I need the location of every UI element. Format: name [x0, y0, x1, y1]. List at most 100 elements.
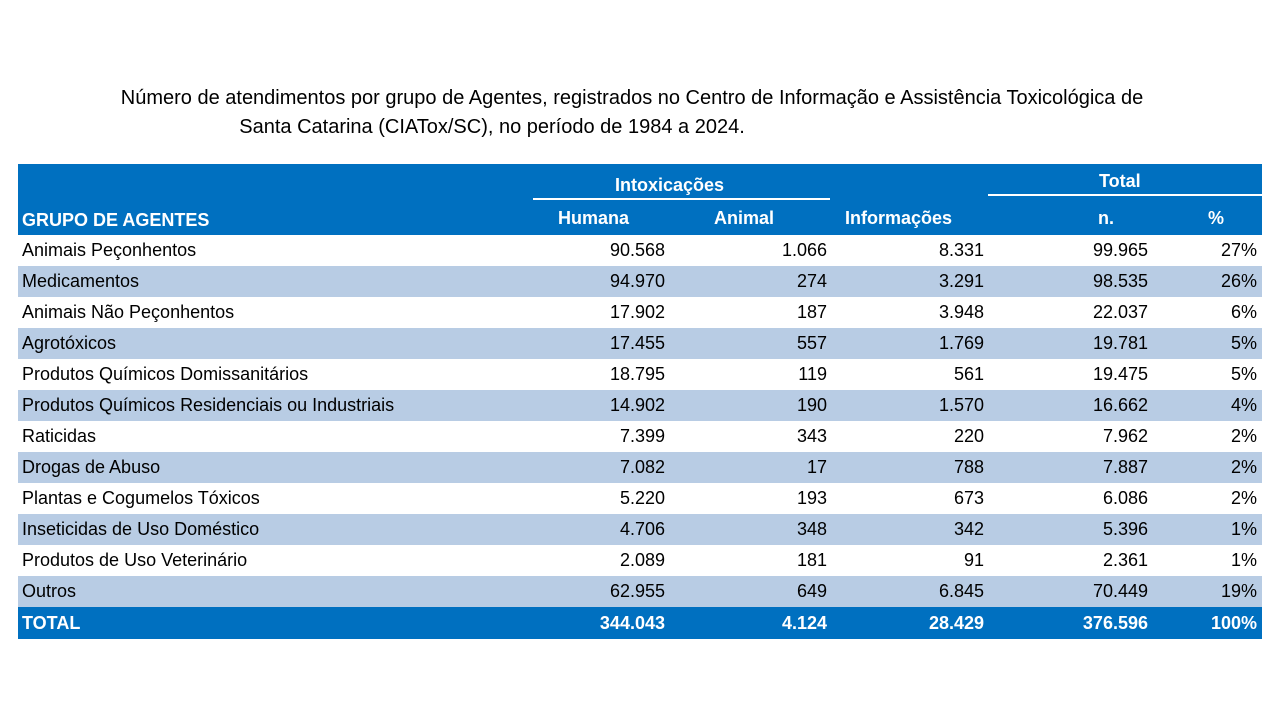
table-row: Animais Peçonhentos 90.568 1.066 8.331 99.96…	[18, 235, 1262, 266]
table-row: Raticidas 7.399 343 220 7.962 2%	[18, 421, 1262, 452]
cell-total-pct: 2%	[1230, 457, 1257, 477]
header-animal: Animal	[714, 208, 775, 228]
cell-total-n: 98.535	[1092, 271, 1148, 291]
cell-total-n: 16.662	[1092, 395, 1148, 415]
title-line-2: Santa Catarina (CIATox/SC), no período d…	[239, 116, 745, 138]
cell-animal: 190	[796, 395, 827, 415]
cell-agent: Animais Peçonhentos	[22, 240, 197, 260]
table-row: Medicamentos 94.970 274 3.291 98.535 26%	[18, 266, 1262, 297]
intox-underline	[533, 198, 830, 200]
header-intoxicacoes: Intoxicações	[615, 175, 725, 195]
cell-total-pct: 4%	[1230, 395, 1257, 415]
cell-total-n: 19.475	[1092, 364, 1148, 384]
cell-agent: TOTAL	[22, 613, 81, 633]
cell-agent: Drogas de Abuso	[22, 457, 161, 477]
cell-total-pct: 19%	[1220, 581, 1257, 601]
cell-agent: Produtos Químicos Domissanitários	[22, 364, 309, 384]
cell-humana: 90.568	[609, 240, 665, 260]
cell-total-pct: 26%	[1220, 271, 1257, 291]
table-row: Outros 62.955 649 6.845 70.449 19%	[18, 576, 1262, 607]
cell-humana: 62.955	[609, 581, 665, 601]
cell-animal: 119	[798, 364, 827, 384]
table-row: Drogas de Abuso 7.082 17 788 7.887 2%	[18, 452, 1262, 483]
cell-agent: Produtos Químicos Residenciais ou Indust…	[22, 395, 395, 415]
cell-animal: 187	[796, 302, 827, 322]
table-row: Agrotóxicos 17.455 557 1.769 19.781 5%	[18, 328, 1262, 359]
cell-informacoes: 342	[953, 519, 984, 539]
table-row: Produtos de Uso Veterinário 2.089 181 91 2.3…	[18, 545, 1262, 576]
cell-animal: 4.124	[781, 613, 827, 633]
cell-agent: Raticidas	[22, 426, 97, 446]
header-group: GRUPO DE AGENTES	[22, 210, 210, 230]
cell-humana: 7.399	[619, 426, 665, 446]
cell-agent: Medicamentos	[22, 271, 140, 291]
cell-agent: Agrotóxicos	[22, 333, 117, 353]
cell-total-n: 19.781	[1092, 333, 1148, 353]
cell-total-pct: 2%	[1230, 426, 1257, 446]
cell-agent: Inseticidas de Uso Doméstico	[22, 519, 260, 539]
cell-humana: 14.902	[609, 395, 665, 415]
cell-informacoes: 788	[953, 457, 984, 477]
cell-humana: 344.043	[599, 613, 665, 633]
cell-agent: Animais Não Peçonhentos	[22, 302, 235, 322]
cell-total-pct: 27%	[1220, 240, 1257, 260]
cell-informacoes: 220	[953, 426, 984, 446]
cell-agent: Produtos de Uso Veterinário	[22, 550, 248, 570]
cell-animal: 181	[796, 550, 827, 570]
cell-humana: 17.902	[609, 302, 665, 322]
table-row: Produtos Químicos Domissanitários 18.795 1…	[18, 359, 1262, 390]
cell-total-n: 70.449	[1092, 581, 1148, 601]
cell-animal: 557	[796, 333, 827, 353]
cell-total-pct: 2%	[1230, 488, 1257, 508]
table-row: Animais Não Peçonhentos 17.902 187 3.948 22.…	[18, 297, 1262, 328]
cell-animal: 649	[796, 581, 827, 601]
header-n: n.	[1098, 208, 1114, 228]
cell-informacoes: 28.429	[928, 613, 984, 633]
title-line-1: Número de atendimentos por grupo de Agen…	[120, 87, 1144, 109]
agents-table: GRUPO DE AGENTES Intoxicações Total Huma…	[18, 164, 1262, 639]
cell-agent: Plantas e Cogumelos Tóxicos	[22, 488, 260, 508]
cell-agent: Outros	[22, 581, 77, 601]
total-underline	[988, 194, 1262, 196]
cell-animal: 17	[806, 457, 827, 477]
cell-animal: 193	[796, 488, 827, 508]
cell-informacoes: 673	[953, 488, 984, 508]
cell-humana: 18.795	[609, 364, 665, 384]
header-total: Total	[1099, 171, 1141, 191]
cell-total-pct: 5%	[1230, 364, 1257, 384]
cell-total-pct: 6%	[1230, 302, 1257, 322]
cell-informacoes: 1.769	[938, 333, 984, 353]
total-row: TOTAL 344.043 4.124 28.429 376.596 100%	[18, 607, 1262, 639]
cell-total-pct: 5%	[1230, 333, 1257, 353]
table-row: Plantas e Cogumelos Tóxicos 5.220 193 673 6.…	[18, 483, 1262, 514]
cell-animal: 343	[796, 426, 827, 446]
cell-humana: 2.089	[619, 550, 665, 570]
cell-animal: 348	[796, 519, 827, 539]
cell-informacoes: 3.948	[938, 302, 984, 322]
cell-informacoes: 561	[953, 364, 984, 384]
cell-total-n: 7.962	[1102, 426, 1148, 446]
cell-informacoes: 6.845	[938, 581, 984, 601]
cell-total-n: 2.361	[1102, 550, 1148, 570]
cell-total-n: 5.396	[1102, 519, 1148, 539]
cell-humana: 4.706	[619, 519, 665, 539]
cell-total-n: 7.887	[1102, 457, 1148, 477]
header-pct: %	[1208, 208, 1225, 228]
cell-informacoes: 3.291	[938, 271, 984, 291]
table-row: Produtos Químicos Residenciais ou Indust…	[18, 390, 1262, 421]
cell-humana: 94.970	[609, 271, 665, 291]
cell-total-n: 6.086	[1102, 488, 1148, 508]
cell-animal: 274	[796, 271, 827, 291]
cell-total-pct: 1%	[1230, 519, 1257, 539]
table-title: Número de atendimentos por grupo de Agen…	[0, 84, 1264, 142]
cell-informacoes: 8.331	[938, 240, 984, 260]
cell-total-n: 99.965	[1092, 240, 1148, 260]
cell-total-n: 376.596	[1082, 613, 1148, 633]
table-header: GRUPO DE AGENTES Intoxicações Total Huma…	[18, 164, 1262, 235]
cell-total-pct: 1%	[1230, 550, 1257, 570]
cell-humana: 7.082	[619, 457, 665, 477]
cell-informacoes: 1.570	[938, 395, 984, 415]
header-humana: Humana	[558, 208, 630, 228]
cell-informacoes: 91	[963, 550, 984, 570]
cell-humana: 5.220	[619, 488, 665, 508]
